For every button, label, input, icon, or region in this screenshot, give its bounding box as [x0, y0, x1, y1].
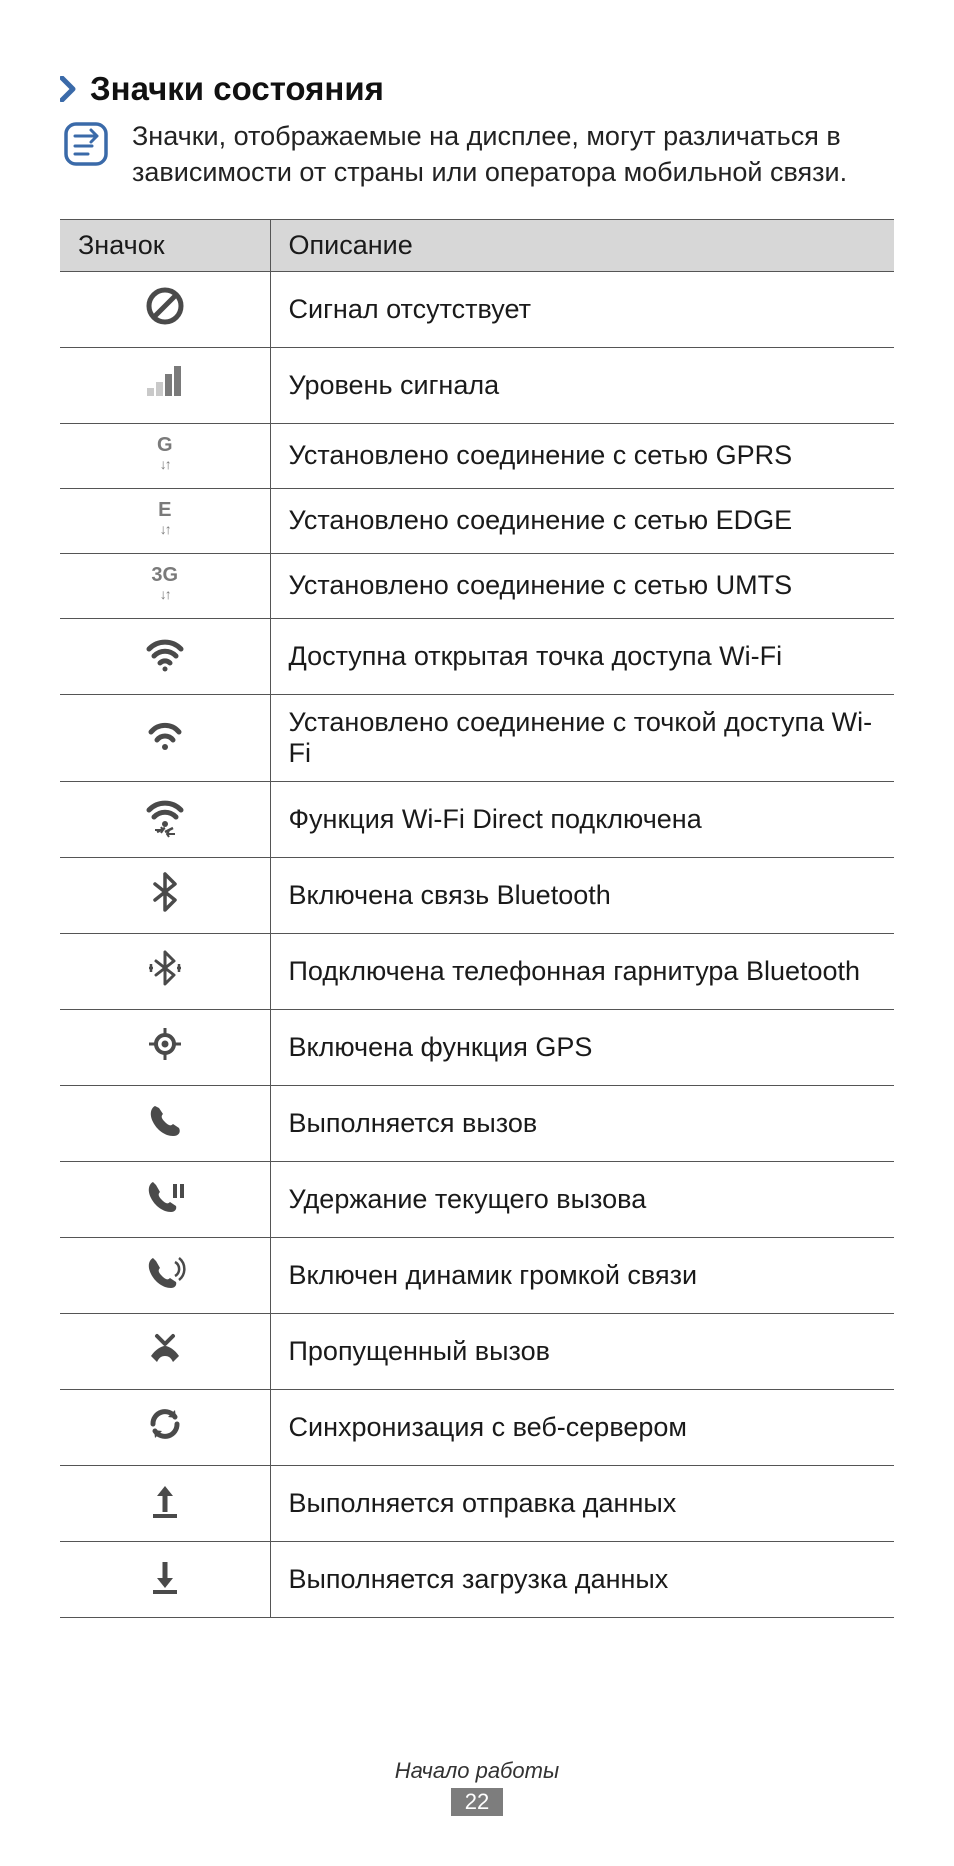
- table-row: G↓↑ Установлено соединение с сетью GPRS: [60, 423, 894, 488]
- row-icon-cell: [60, 1389, 270, 1465]
- row-desc-cell: Установлено соединение с сетью UMTS: [270, 553, 894, 618]
- gprs-icon: G↓↑: [157, 436, 173, 472]
- page-footer: Начало работы 22: [60, 1758, 894, 1816]
- row-icon-cell: [60, 933, 270, 1009]
- footer-section-name: Начало работы: [60, 1758, 894, 1784]
- chevron-right-icon: [60, 75, 78, 103]
- bluetooth-headset-icon: [143, 946, 187, 990]
- table-row: Сигнал отсутствует: [60, 271, 894, 347]
- row-icon-cell: [60, 1085, 270, 1161]
- gps-icon: [143, 1022, 187, 1066]
- edge-icon: E↓↑: [158, 501, 171, 537]
- table-row: Доступна открытая точка доступа Wi-Fi: [60, 618, 894, 694]
- table-row: E↓↑ Установлено соединение с сетью EDGE: [60, 488, 894, 553]
- call-active-icon: [143, 1098, 187, 1142]
- umts-icon: 3G↓↑: [151, 566, 178, 602]
- row-icon-cell: [60, 347, 270, 423]
- row-icon-cell: G↓↑: [60, 423, 270, 488]
- row-icon-cell: [60, 857, 270, 933]
- wifi-open-icon: [143, 631, 187, 675]
- wifi-connected-icon: [143, 712, 187, 756]
- row-desc-cell: Установлено соединение с сетью GPRS: [270, 423, 894, 488]
- row-icon-cell: E↓↑: [60, 488, 270, 553]
- table-row: Установлено соединение с точкой доступа …: [60, 694, 894, 781]
- row-icon-cell: [60, 1237, 270, 1313]
- row-icon-cell: 3G↓↑: [60, 553, 270, 618]
- note-text: Значки, отображаемые на дисплее, могут р…: [132, 118, 894, 191]
- row-desc-cell: Выполняется загрузка данных: [270, 1541, 894, 1617]
- table-row: Функция Wi-Fi Direct подключена: [60, 781, 894, 857]
- wifi-direct-icon: [143, 794, 187, 838]
- table-header-desc: Описание: [270, 219, 894, 271]
- row-desc-cell: Доступна открытая точка доступа Wi-Fi: [270, 618, 894, 694]
- table-row: Уровень сигнала: [60, 347, 894, 423]
- signal-bars-icon: [143, 360, 187, 404]
- table-row: Синхронизация с веб-сервером: [60, 1389, 894, 1465]
- download-icon: [143, 1554, 187, 1598]
- sync-icon: [143, 1402, 187, 1446]
- section-title: Значки состояния: [90, 70, 384, 108]
- row-desc-cell: Подключена телефонная гарнитура Bluetoot…: [270, 933, 894, 1009]
- no-signal-icon: [143, 284, 187, 328]
- table-row: Подключена телефонная гарнитура Bluetoot…: [60, 933, 894, 1009]
- table-row: Включена связь Bluetooth: [60, 857, 894, 933]
- table-row: Удержание текущего вызова: [60, 1161, 894, 1237]
- table-row: Включен динамик громкой связи: [60, 1237, 894, 1313]
- note-block: Значки, отображаемые на дисплее, могут р…: [60, 118, 894, 191]
- row-icon-cell: [60, 694, 270, 781]
- row-icon-cell: [60, 1465, 270, 1541]
- table-row: Включена функция GPS: [60, 1009, 894, 1085]
- table-header-icon: Значок: [60, 219, 270, 271]
- missed-call-icon: [143, 1326, 187, 1370]
- row-icon-cell: [60, 1009, 270, 1085]
- row-desc-cell: Сигнал отсутствует: [270, 271, 894, 347]
- row-icon-cell: [60, 1541, 270, 1617]
- row-desc-cell: Включен динамик громкой связи: [270, 1237, 894, 1313]
- table-row: Выполняется отправка данных: [60, 1465, 894, 1541]
- row-desc-cell: Удержание текущего вызова: [270, 1161, 894, 1237]
- row-desc-cell: Функция Wi-Fi Direct подключена: [270, 781, 894, 857]
- row-icon-cell: [60, 618, 270, 694]
- row-desc-cell: Установлено соединение с сетью EDGE: [270, 488, 894, 553]
- upload-icon: [143, 1478, 187, 1522]
- table-row: 3G↓↑ Установлено соединение с сетью UMTS: [60, 553, 894, 618]
- row-icon-cell: [60, 1313, 270, 1389]
- row-icon-cell: [60, 781, 270, 857]
- footer-page-number: 22: [451, 1788, 503, 1816]
- row-desc-cell: Выполняется отправка данных: [270, 1465, 894, 1541]
- row-desc-cell: Включена функция GPS: [270, 1009, 894, 1085]
- call-hold-icon: [143, 1174, 187, 1218]
- row-desc-cell: Установлено соединение с точкой доступа …: [270, 694, 894, 781]
- section-header: Значки состояния: [60, 70, 894, 108]
- row-desc-cell: Включена связь Bluetooth: [270, 857, 894, 933]
- note-icon: [62, 120, 110, 168]
- row-desc-cell: Пропущенный вызов: [270, 1313, 894, 1389]
- row-desc-cell: Уровень сигнала: [270, 347, 894, 423]
- row-icon-cell: [60, 1161, 270, 1237]
- row-desc-cell: Синхронизация с веб-сервером: [270, 1389, 894, 1465]
- table-row: Выполняется вызов: [60, 1085, 894, 1161]
- row-icon-cell: [60, 271, 270, 347]
- table-row: Пропущенный вызов: [60, 1313, 894, 1389]
- speakerphone-icon: [143, 1250, 187, 1294]
- bluetooth-icon: [143, 870, 187, 914]
- table-row: Выполняется загрузка данных: [60, 1541, 894, 1617]
- status-icons-table: Значок Описание Сигнал отсутствуетУровен…: [60, 219, 894, 1618]
- row-desc-cell: Выполняется вызов: [270, 1085, 894, 1161]
